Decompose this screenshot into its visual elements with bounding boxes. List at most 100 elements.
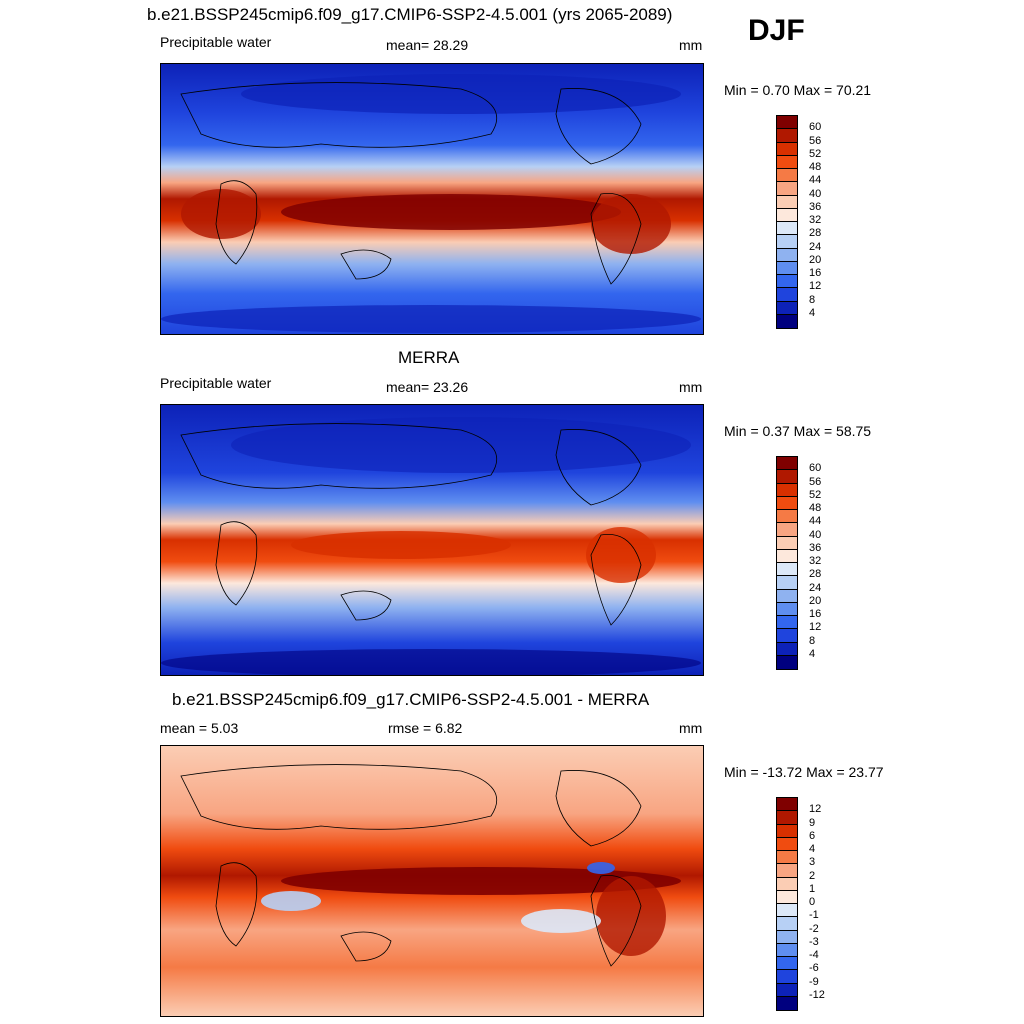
colorbar-tick-label: 48 (809, 502, 822, 514)
panel-obs-map (160, 404, 704, 676)
colorbar-segment (777, 589, 797, 603)
colorbar-tick-label: 12 (809, 803, 822, 816)
colorbar-tick-label: 36 (809, 541, 822, 554)
colorbar-tick-label: 52 (809, 488, 822, 501)
colorbar-segment (777, 602, 797, 616)
colorbar-tick-label: 4 (809, 647, 816, 660)
colorbar-segment (777, 301, 797, 315)
colorbar-segment (777, 248, 797, 262)
colorbar-segment (777, 510, 797, 524)
colorbar-tick-label: 24 (809, 581, 822, 594)
colorbar-segment (777, 824, 797, 838)
colorbar-segment (777, 483, 797, 497)
colorbar-tick-label: 20 (809, 253, 822, 266)
colorbar-tick-label: 52 (809, 147, 822, 160)
colorbar-tick-label: 36 (809, 200, 822, 213)
colorbar-segment (777, 877, 797, 891)
panel-diff-colorbar (776, 797, 798, 1011)
colorbar-tick-label: 32 (809, 214, 822, 226)
colorbar-tick-label: -3 (809, 935, 819, 948)
colorbar-tick-label: 48 (809, 161, 822, 173)
colorbar-tick-label: 40 (809, 187, 822, 200)
colorbar-tick-label: 32 (809, 555, 822, 567)
panel-diff-map (160, 745, 704, 1017)
panel-model-map (160, 63, 704, 335)
colorbar-tick-label: 60 (809, 121, 822, 134)
colorbar-tick-label: 16 (809, 608, 822, 620)
colorbar-segment (777, 655, 797, 669)
panel-model-mean: mean= 28.29 (386, 37, 469, 53)
colorbar-tick-label: 40 (809, 528, 822, 541)
colorbar-segment (777, 943, 797, 957)
panel-model-colorbar (776, 115, 798, 329)
colorbar-segment (777, 837, 797, 851)
colorbar-segment (777, 129, 797, 143)
colorbar-segment (777, 261, 797, 275)
colorbar-segment (777, 851, 797, 865)
panel-obs-units: mm (679, 379, 703, 395)
colorbar-tick-label: 16 (809, 267, 822, 279)
panel-diff-title: b.e21.BSSP245cmip6.f09_g17.CMIP6-SSP2-4.… (172, 690, 650, 709)
colorbar-tick-label: 44 (809, 174, 822, 187)
colorbar-segment (777, 116, 797, 130)
colorbar-tick-label: 6 (809, 829, 816, 842)
colorbar-segment (777, 470, 797, 484)
panel-obs-minmax: Min = 0.37 Max = 58.75 (724, 423, 872, 439)
colorbar-segment (777, 496, 797, 510)
colorbar-segment (777, 890, 797, 904)
colorbar-tick-label: 20 (809, 594, 822, 607)
colorbar-segment (777, 275, 797, 289)
colorbar-tick-label: 1 (809, 882, 816, 895)
colorbar-tick-label: 56 (809, 134, 822, 147)
colorbar-segment (777, 970, 797, 984)
colorbar-segment (777, 457, 797, 471)
colorbar-segment (777, 314, 797, 328)
colorbar-tick-label: -9 (809, 975, 819, 988)
colorbar-tick-label: 56 (809, 475, 822, 488)
panel-model-units: mm (679, 37, 703, 53)
colorbar-tick-label: 8 (809, 293, 816, 306)
colorbar-segment (777, 904, 797, 918)
panel-diff-mean: mean = 5.03 (160, 720, 239, 736)
colorbar-segment (777, 169, 797, 183)
colorbar-segment (777, 616, 797, 630)
colorbar-segment (777, 523, 797, 537)
colorbar-tick-label: 24 (809, 240, 822, 253)
panel-diff-minmax: Min = -13.72 Max = 23.77 (724, 764, 884, 780)
colorbar-tick-label: 4 (809, 306, 816, 319)
panel-obs-mean: mean= 23.26 (386, 379, 469, 395)
colorbar-tick-label: 8 (809, 634, 816, 647)
colorbar-tick-label: -6 (809, 962, 819, 975)
colorbar-tick-label: 4 (809, 843, 816, 855)
colorbar-segment (777, 142, 797, 156)
panel-obs-variable: Precipitable water (160, 375, 272, 391)
panel-model-variable: Precipitable water (160, 34, 272, 50)
colorbar-tick-label: -4 (809, 949, 819, 961)
panel-model-title: b.e21.BSSP245cmip6.f09_g17.CMIP6-SSP2-4.… (147, 5, 673, 24)
colorbar-segment (777, 536, 797, 550)
colorbar-tick-label: 2 (809, 869, 816, 882)
colorbar-segment (777, 629, 797, 643)
colorbar-tick-label: 9 (809, 816, 816, 829)
panel-obs-title: MERRA (398, 348, 460, 367)
colorbar-tick-label: 28 (809, 568, 822, 581)
colorbar-segment (777, 182, 797, 196)
colorbar-tick-label: 60 (809, 462, 822, 475)
colorbar-tick-label: -2 (809, 922, 819, 935)
colorbar-tick-label: 0 (809, 896, 816, 908)
colorbar-tick-label: 44 (809, 515, 822, 528)
colorbar-segment (777, 996, 797, 1010)
colorbar-segment (777, 930, 797, 944)
colorbar-tick-label: -1 (809, 909, 819, 922)
panel-diff-field (161, 746, 703, 1016)
panel-model-field (161, 64, 703, 334)
panel-obs-colorbar (776, 456, 798, 670)
colorbar-segment (777, 983, 797, 997)
colorbar-segment (777, 957, 797, 971)
colorbar-segment (777, 864, 797, 878)
colorbar-segment (777, 798, 797, 812)
panel-diff-rmse: rmse = 6.82 (388, 720, 463, 736)
colorbar-tick-label: 12 (809, 621, 822, 634)
colorbar-segment (777, 917, 797, 931)
panel-obs-field (161, 405, 703, 675)
